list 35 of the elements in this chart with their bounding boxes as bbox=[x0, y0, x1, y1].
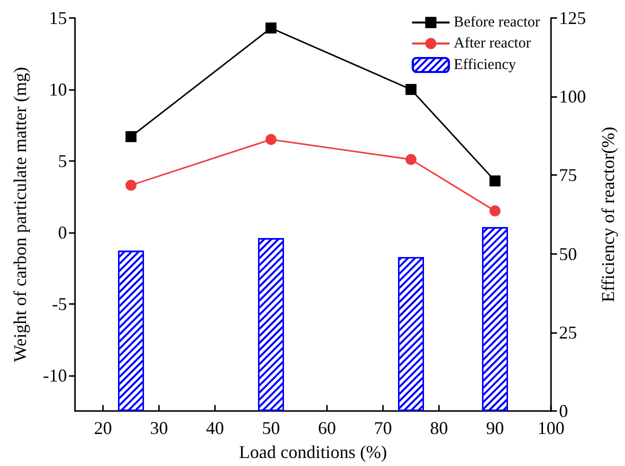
y-tick-label: 15 bbox=[49, 8, 67, 28]
y2-tick-label: 0 bbox=[559, 401, 568, 421]
point bbox=[490, 175, 500, 186]
x-tick-label: 20 bbox=[94, 418, 112, 438]
y-tick-label: 0 bbox=[58, 222, 67, 242]
y2-tick-label: 75 bbox=[559, 165, 577, 186]
legend-label: Before reactor bbox=[454, 14, 540, 30]
x-tick-label: 90 bbox=[486, 418, 504, 438]
x-tick-label: 50 bbox=[262, 418, 280, 438]
legend-label: Efficiency bbox=[454, 57, 516, 73]
x-tick-label: 70 bbox=[374, 418, 392, 438]
y-tick-label: 5 bbox=[58, 150, 67, 171]
y2-tick-label: 100 bbox=[559, 86, 586, 107]
x-axis-title: Load conditions (%) bbox=[239, 442, 387, 462]
y-tick-label: -10 bbox=[43, 365, 67, 386]
point bbox=[126, 180, 136, 191]
point bbox=[126, 131, 136, 142]
y-axis-title: Weight of carbon particulate matter (mg) bbox=[10, 67, 30, 362]
point bbox=[406, 84, 416, 95]
legend-label: After reactor bbox=[454, 36, 531, 52]
y-tick-label: 10 bbox=[49, 79, 67, 100]
y2-tick-label: 50 bbox=[559, 244, 577, 264]
point bbox=[266, 134, 276, 145]
y2-axis-title: Efficiency of reactor(%) bbox=[598, 126, 618, 302]
y2-tick-label: 125 bbox=[559, 8, 586, 28]
point bbox=[406, 154, 416, 165]
x-tick-label: 60 bbox=[318, 418, 336, 438]
point bbox=[266, 22, 276, 34]
x-tick-label: 100 bbox=[538, 418, 564, 438]
y-tick-label: -5 bbox=[52, 294, 67, 314]
y2-tick-label: 25 bbox=[559, 322, 577, 342]
x-tick-label: 80 bbox=[430, 418, 448, 438]
x-tick-label: 40 bbox=[206, 418, 224, 438]
x-tick-label: 30 bbox=[150, 418, 168, 438]
point bbox=[490, 205, 500, 216]
